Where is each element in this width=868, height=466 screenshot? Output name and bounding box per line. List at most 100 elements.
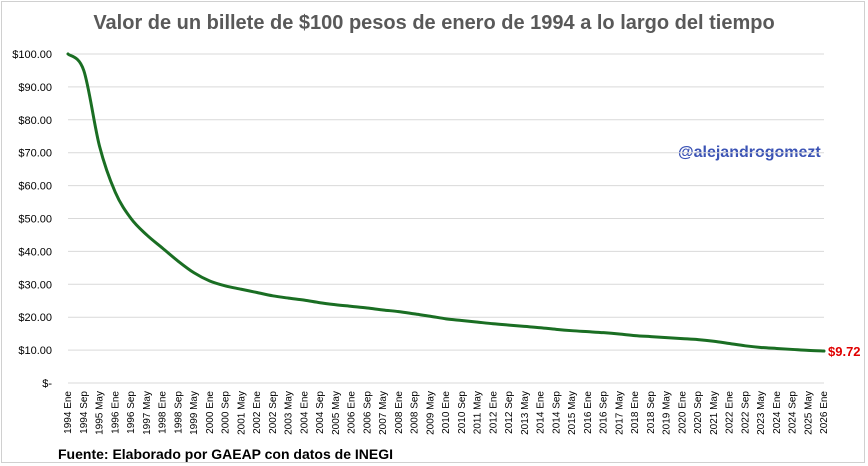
gridlines [68,53,824,384]
x-tick-label: 1996 Ene [110,391,121,434]
x-tick-label: 2009 May [425,391,436,435]
x-tick-label: 1997 May [142,391,153,435]
data-point [618,332,621,336]
y-tick-label: $60.00 [18,181,52,193]
x-tick-label: 1995 May [95,391,106,435]
data-point [555,328,558,331]
x-tick-label: 2022 Ene [725,391,736,434]
data-point [114,190,117,194]
data-point [759,346,763,349]
x-tick-label: 1996 Sep [126,391,137,434]
x-tick-label: 2010 Sep [457,391,468,434]
y-tick-label: $90.00 [18,82,52,94]
y-tick-label: $70.00 [18,148,52,160]
x-tick-label: 2017 May [614,391,625,435]
data-point [192,271,196,274]
x-tick-label: 2016 Sep [599,391,610,434]
data-point [208,279,211,283]
x-tick-label: 2024 Ene [772,391,783,434]
data-point [507,323,511,327]
y-tick-label: $50.00 [18,214,52,226]
y-tick-label: $100.00 [12,49,52,61]
data-point [807,349,810,352]
x-tick-label: 2011 May [473,391,484,434]
data-point [240,288,243,291]
x-tick-label: 2020 Ene [677,391,688,434]
data-point [429,315,432,318]
x-tick-label: 2006 Ene [347,391,358,434]
data-point [381,308,385,312]
x-tick-label: 2001 May [236,391,247,435]
data-point [145,233,148,237]
data-point [744,344,747,348]
x-tick-label: 1998 Ene [158,391,169,434]
x-tick-label: 1998 Sep [173,391,184,434]
data-point [728,342,731,345]
data-point [255,291,259,294]
x-tick-label: 2004 Sep [315,391,326,434]
x-tick-label: 2008 Ene [394,391,405,434]
data-point [66,52,70,56]
x-tick-label: 2010 Ene [441,391,452,434]
series-group [66,52,826,353]
data-point [82,69,85,72]
data-point [822,349,826,353]
data-point [712,340,715,343]
data-point [523,325,526,328]
y-tick-label: $10.00 [18,345,52,357]
data-point [476,320,479,324]
data-point [570,329,574,332]
data-point [492,322,495,325]
data-point [350,305,353,308]
x-tick-label: 2012 Ene [488,391,499,434]
data-point [539,326,542,329]
x-tick-label: 2024 Sep [788,391,799,434]
x-tick-label: 1994 Ene [63,391,74,434]
data-point [696,338,700,341]
data-point [444,317,448,321]
x-tick-label: 2014 Ene [536,391,547,434]
data-point [98,144,101,148]
data-point [271,294,274,298]
x-tick-label: 2002 Sep [268,391,279,434]
data-point [318,301,322,304]
source-note: Fuente: Elaborado por GAEAP con datos de… [58,446,394,462]
x-tick-label: 1994 Sep [79,391,90,434]
x-tick-label: 2006 Sep [362,391,373,434]
data-point [665,336,668,339]
data-point [129,217,133,220]
x-tick-label: 2004 Ene [299,391,310,434]
series-line [66,52,826,353]
end-value-label: $9.72 [828,344,861,359]
x-tick-label: 2018 Ene [630,391,641,434]
data-point [161,246,164,250]
x-tick-label: 2002 Ene [252,391,263,434]
x-axis-ticks: 1994 Ene 1994 Sep 1995 May 1996 Ene 1996 Sep… [63,391,830,435]
data-point [397,310,400,313]
x-tick-label: 2020 Sep [693,391,704,434]
x-tick-label: 2022 Sep [740,391,751,434]
y-axis-ticks: $100.00 $90.00 $80.00 $70.00 $60.00 $50.00 $40… [12,49,52,390]
x-tick-label: 2003 May [284,391,295,435]
y-tick-label: $20.00 [18,312,52,324]
x-tick-label: 2026 Ene [819,391,830,434]
x-tick-label: 2021 May [709,391,720,435]
x-tick-label: 2008 Sep [410,391,421,434]
x-tick-label: 2012 Sep [504,391,515,434]
x-tick-label: 2023 May [756,391,767,435]
y-tick-label: $30.00 [18,279,52,291]
data-point [303,298,306,302]
y-tick-label: $80.00 [18,115,52,127]
data-point [791,348,794,351]
data-point [413,312,416,316]
data-point [224,284,227,288]
data-point [460,319,463,322]
x-tick-label: 2005 May [331,391,342,435]
x-tick-label: 2000 Sep [221,391,232,434]
x-tick-label: 1999 May [189,391,200,435]
data-labels: $9.72 [828,344,861,359]
data-point [287,296,290,300]
x-tick-label: 2000 Ene [205,391,216,434]
y-tick-label: $- [42,378,52,390]
